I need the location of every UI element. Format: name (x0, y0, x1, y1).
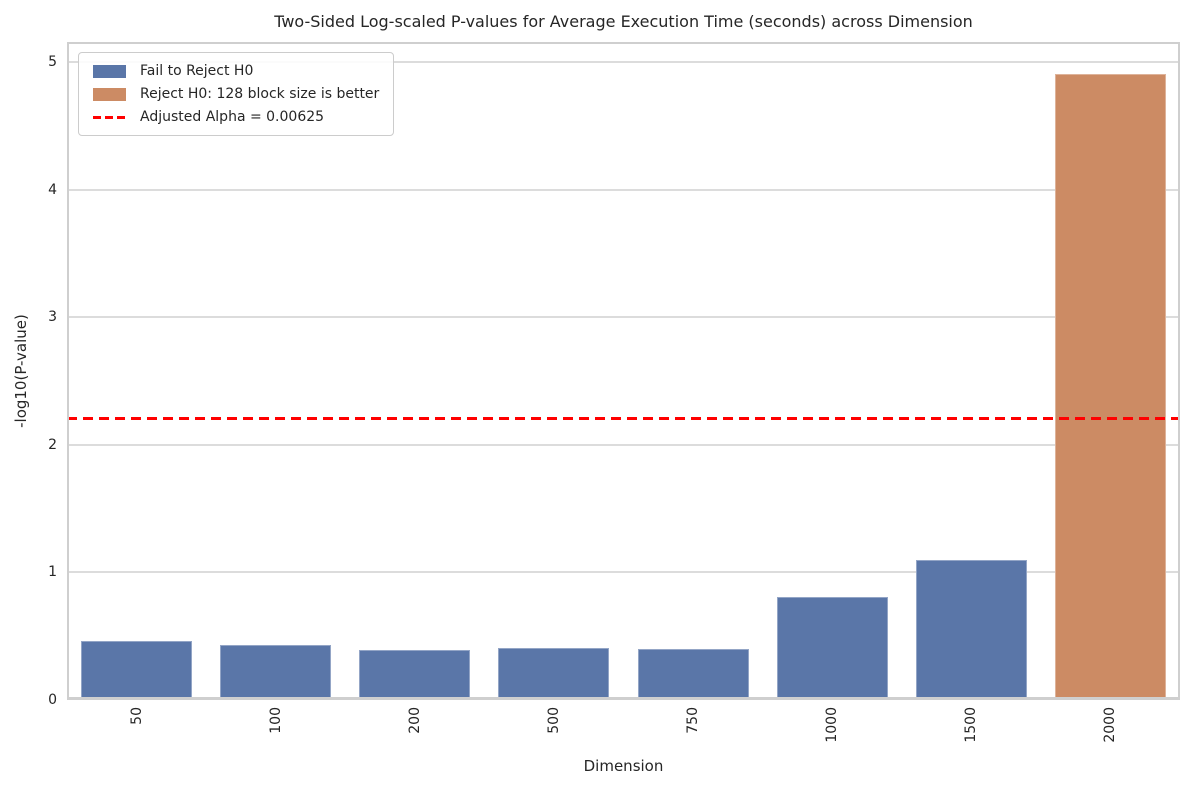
legend-item-alpha: Adjusted Alpha = 0.00625 (93, 107, 379, 127)
legend-label-reject: Reject H0: 128 block size is better (140, 86, 380, 102)
x-tick-label: 50 (128, 707, 145, 725)
axis-spine-left (67, 42, 69, 700)
axis-spine-top (67, 42, 1180, 44)
legend-item-reject: Reject H0: 128 block size is better (93, 84, 379, 104)
x-tick-label: 750 (685, 707, 702, 734)
legend-label-fail: Fail to Reject H0 (140, 63, 254, 79)
legend-swatch-reject (93, 87, 126, 101)
bar-200 (359, 650, 471, 700)
legend-dashed-line-icon (93, 115, 126, 119)
gridline (67, 188, 1180, 191)
x-tick-label: 1500 (963, 707, 980, 743)
y-tick-label: 0 (48, 692, 57, 708)
axis-spine-right (1178, 42, 1180, 700)
legend: Fail to Reject H0 Reject H0: 128 block s… (78, 52, 395, 136)
x-tick-label: 2000 (1102, 707, 1119, 743)
gridline (67, 443, 1180, 446)
bar-1000 (776, 596, 888, 700)
bar-2000 (1054, 73, 1166, 700)
legend-swatch-fail (93, 64, 126, 78)
chart-title: Two-Sided Log-scaled P-values for Averag… (274, 12, 973, 31)
x-axis-label: Dimension (583, 757, 664, 775)
x-tick-label: 100 (267, 707, 284, 734)
bar-500 (498, 647, 610, 700)
legend-item-fail: Fail to Reject H0 (93, 61, 379, 81)
bar-750 (637, 649, 749, 700)
x-tick-label: 200 (406, 707, 423, 734)
y-tick-label: 5 (48, 54, 57, 71)
alpha-threshold-line (67, 417, 1180, 421)
bar-1500 (915, 559, 1027, 700)
gridline (67, 316, 1180, 319)
legend-label-alpha: Adjusted Alpha = 0.00625 (140, 109, 325, 125)
bar-100 (220, 645, 332, 700)
axis-spine-bottom (67, 697, 1180, 700)
x-tick-label: 500 (545, 707, 562, 734)
y-tick-label: 1 (48, 564, 57, 581)
y-axis-label: -log10(P-value) (12, 314, 30, 428)
gridline (67, 571, 1180, 574)
y-tick-label: 3 (48, 309, 57, 326)
bar-50 (81, 641, 193, 700)
y-tick-label: 2 (48, 436, 57, 453)
y-tick-label: 4 (48, 181, 57, 198)
plot-area (67, 42, 1180, 700)
gridline (67, 61, 1180, 64)
x-tick-label: 1000 (824, 707, 841, 743)
